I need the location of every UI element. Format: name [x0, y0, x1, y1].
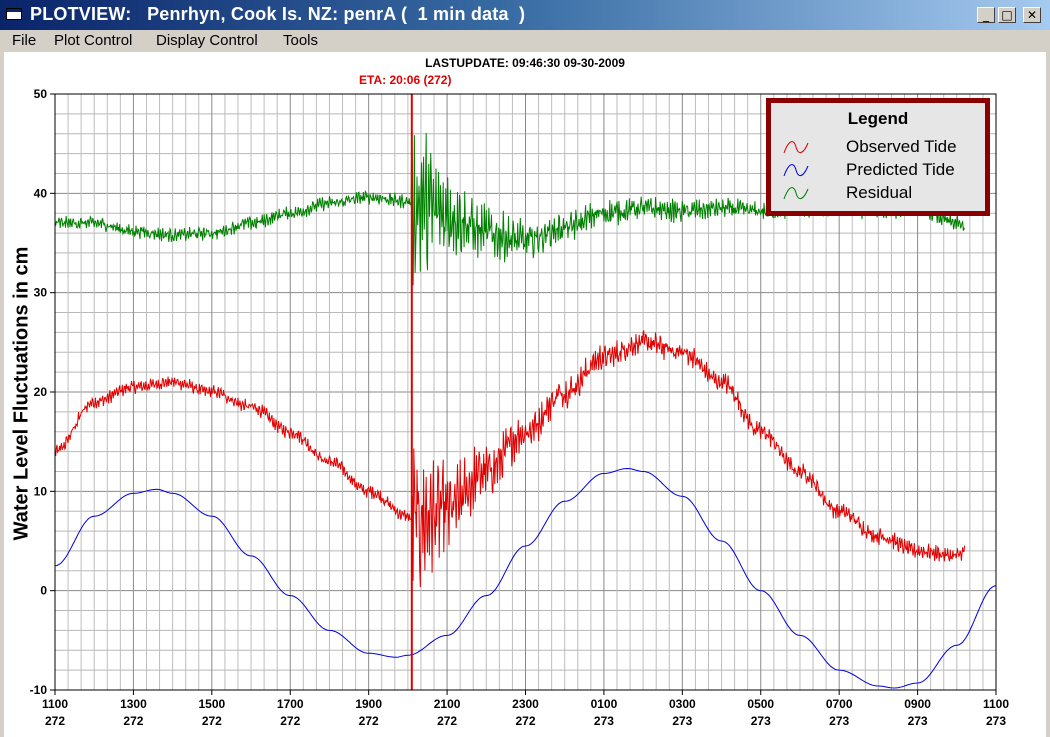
y-tick-label: 30 [34, 286, 48, 300]
x-tick-time-label: 0500 [747, 697, 774, 711]
y-tick-label: 0 [40, 584, 47, 598]
maximize-button[interactable]: □ [998, 7, 1016, 23]
legend-title: Legend [847, 109, 909, 128]
minimize-button[interactable]: _ [977, 7, 995, 23]
legend-item-observed: Observed Tide [781, 137, 981, 159]
y-tick-label: 40 [34, 186, 48, 200]
legend-item-predicted: Predicted Tide [781, 160, 981, 182]
x-tick-day-label: 272 [359, 714, 379, 728]
plot-area[interactable]: -10 0 10 20 30 40 50 1100 272 1300 272 1500 272 1700 2… [4, 52, 1046, 737]
legend-item-residual: Residual [781, 183, 981, 205]
x-tick-day-label: 273 [594, 714, 614, 728]
window-title: PLOTVIEW: Penrhyn, Cook Is. NZ: penrA ( … [30, 4, 526, 24]
legend-label-residual: Residual [846, 183, 913, 202]
x-tick-time-label: 2300 [512, 697, 539, 711]
y-tick-label: 10 [34, 484, 48, 498]
x-tick-day-label: 272 [123, 714, 143, 728]
x-tick-time-label: 1500 [198, 697, 225, 711]
x-tick-time-label: 1100 [983, 697, 1009, 711]
menu-tools[interactable]: Tools [283, 32, 319, 49]
menu-display-control[interactable]: Display Control [156, 32, 258, 49]
x-tick-day-label: 273 [829, 714, 849, 728]
x-tick-day-label: 272 [45, 714, 65, 728]
x-tick-time-label: 0700 [826, 697, 853, 711]
predicted-wave-icon [783, 164, 809, 177]
x-tick-day-label: 273 [986, 714, 1006, 728]
x-tick-day-label: 273 [908, 714, 928, 728]
x-tick-day-label: 272 [437, 714, 457, 728]
observed-wave-icon [783, 141, 809, 154]
x-tick-time-label: 2100 [434, 697, 461, 711]
last-update-label: LASTUPDATE: 09:46:30 09-30-2009 [425, 56, 625, 70]
x-tick-time-label: 1900 [355, 697, 382, 711]
title-bar[interactable]: PLOTVIEW: Penrhyn, Cook Is. NZ: penrA ( … [0, 0, 1050, 30]
predicted-tide-line [54, 467, 997, 689]
y-axis-label: Water Level Fluctuations in cm [10, 246, 33, 541]
x-tick-day-label: 272 [202, 714, 222, 728]
y-tick-label: -10 [30, 683, 48, 697]
x-tick-day-label: 273 [672, 714, 692, 728]
y-tick-label: 50 [34, 87, 48, 101]
menu-bar: File Plot Control Display Control Tools [0, 30, 1050, 52]
app-window-icon[interactable] [6, 8, 22, 20]
y-tick-label: 20 [34, 385, 48, 399]
x-tick-time-label: 1700 [277, 697, 304, 711]
x-tick-day-label: 272 [515, 714, 535, 728]
residual-wave-icon [783, 187, 809, 200]
x-tick-day-label: 272 [280, 714, 300, 728]
observed-tide-line [54, 330, 966, 588]
menu-file[interactable]: File [12, 32, 37, 49]
menu-plot-control[interactable]: Plot Control [54, 32, 133, 49]
x-tick-time-label: 0300 [669, 697, 696, 711]
close-button[interactable]: ✕ [1023, 7, 1041, 23]
x-tick-time-label: 1300 [120, 697, 147, 711]
legend-box: Legend Observed Tide Predicted Tide Resi… [766, 98, 990, 216]
eta-label: ETA: 20:06 (272) [359, 73, 452, 87]
legend-label-observed: Observed Tide [846, 137, 957, 156]
legend-label-predicted: Predicted Tide [846, 160, 955, 179]
x-tick-time-label: 1100 [42, 697, 68, 711]
x-tick-time-label: 0100 [591, 697, 618, 711]
x-tick-time-label: 0900 [904, 697, 931, 711]
x-tick-day-label: 273 [751, 714, 771, 728]
